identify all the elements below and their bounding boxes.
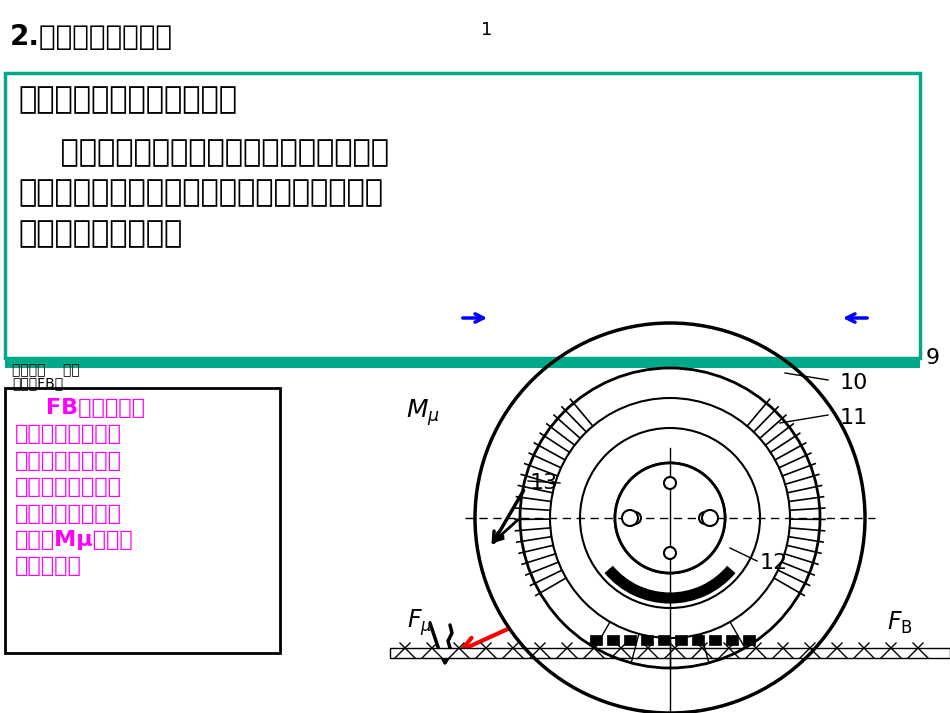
Circle shape xyxy=(622,510,638,526)
Text: 12: 12 xyxy=(760,553,788,573)
Text: $F_{\mu}$: $F_{\mu}$ xyxy=(408,607,432,638)
Bar xyxy=(743,635,755,645)
FancyBboxPatch shape xyxy=(5,388,280,653)
Text: FB是路面给车
轮的制动力。制动
力越大，汽车的减
速度越大。影响制
动力的因素有：磨
擦力矩Mμ和路面
附着条件。: FB是路面给车 轮的制动力。制动 力越大，汽车的减 速度越大。影响制 动力的因素… xyxy=(15,398,145,576)
Text: 后的力FB。: 后的力FB。 xyxy=(12,376,63,390)
Circle shape xyxy=(702,510,718,526)
Bar xyxy=(607,635,619,645)
Text: 汽车制动系统的工作原理：: 汽车制动系统的工作原理： xyxy=(18,85,237,114)
Text: 面积十轮    力向: 面积十轮 力向 xyxy=(12,363,80,377)
FancyBboxPatch shape xyxy=(5,73,920,358)
Bar xyxy=(692,635,704,645)
Circle shape xyxy=(615,463,725,573)
Text: 11: 11 xyxy=(840,408,868,428)
Circle shape xyxy=(699,512,711,524)
Text: 1: 1 xyxy=(482,21,493,39)
Text: 2.汽车制动力的产生: 2.汽车制动力的产生 xyxy=(10,23,173,51)
Bar xyxy=(675,635,687,645)
Text: 10: 10 xyxy=(840,373,868,393)
Text: 13: 13 xyxy=(530,473,559,493)
Text: 在汽车车轮上作用一个与汽车行驶方向或
趋势相反的力矩，并使路面产生阻碍车轮转动
和汽车行驶的阻力。: 在汽车车轮上作用一个与汽车行驶方向或 趋势相反的力矩，并使路面产生阻碍车轮转动 … xyxy=(18,138,389,248)
Text: $F_{\mathrm{B}}$: $F_{\mathrm{B}}$ xyxy=(887,610,913,636)
Bar xyxy=(658,635,670,645)
Bar xyxy=(390,648,950,658)
Text: $M_{\mu}$: $M_{\mu}$ xyxy=(406,398,440,429)
Bar xyxy=(5,358,920,368)
Circle shape xyxy=(664,477,676,489)
Bar xyxy=(590,635,602,645)
Circle shape xyxy=(629,512,641,524)
Bar xyxy=(641,635,653,645)
Bar xyxy=(709,635,721,645)
Bar xyxy=(624,635,636,645)
Text: 9: 9 xyxy=(926,348,940,368)
Circle shape xyxy=(664,547,676,559)
Bar xyxy=(726,635,738,645)
